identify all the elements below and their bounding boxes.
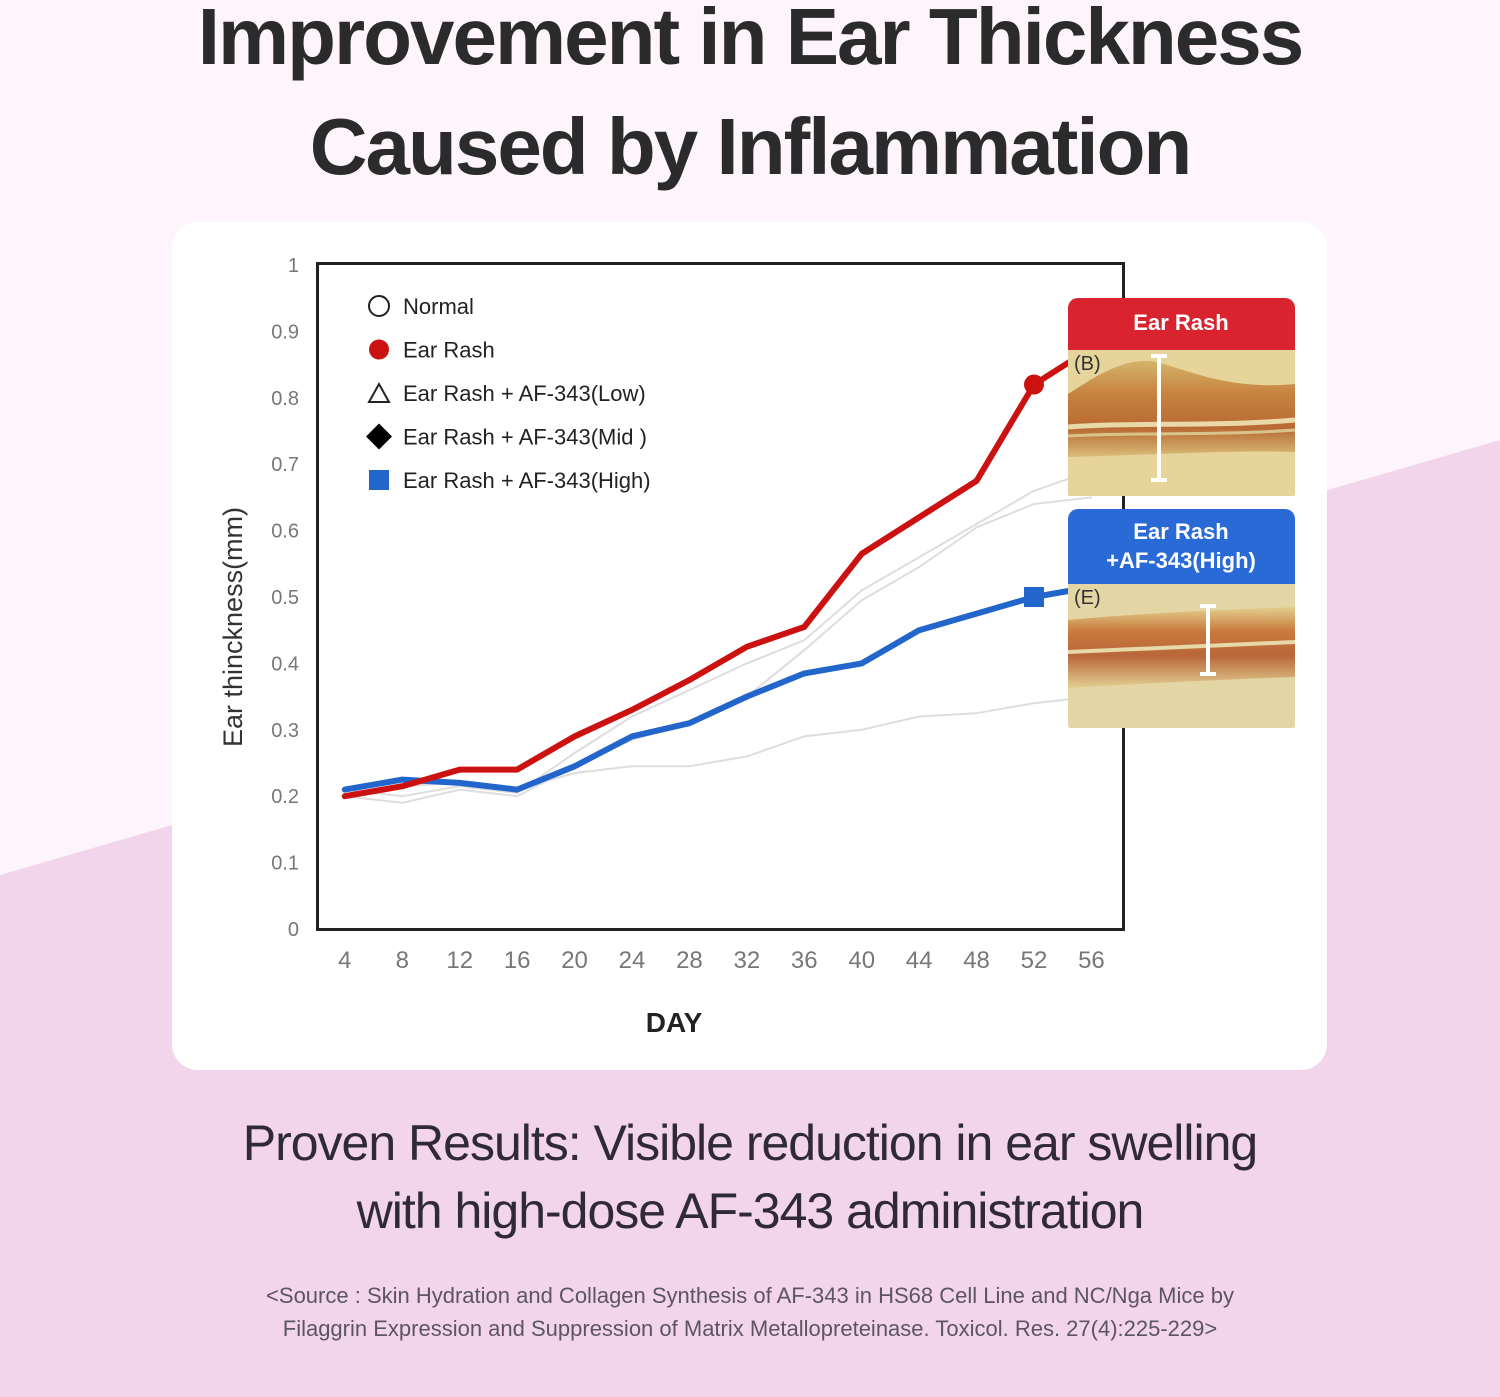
- legend-item: Ear Rash: [369, 338, 495, 363]
- x-tick-label: 52: [1021, 947, 1048, 974]
- y-tick-label: 1: [288, 255, 299, 277]
- legend-marker: [369, 339, 389, 360]
- x-tick-label: 56: [1078, 947, 1105, 974]
- legend-marker: [367, 381, 391, 403]
- series-line: [343, 496, 1093, 804]
- y-axis-ticks: 0 0.1 0.2 0.3 0.4 0.5 0.6 0.7 0.8 0.9 1: [271, 255, 299, 941]
- x-tick-label: 44: [906, 947, 933, 974]
- legend: Normal Ear Rash Ear Rash + AF-343(Low) Ear …: [366, 294, 651, 493]
- high-thickness-bracket: [1200, 604, 1216, 676]
- y-tick-label: 0.1: [271, 853, 299, 875]
- x-tick-label: 48: [963, 947, 990, 974]
- legend-marker: [369, 470, 389, 490]
- y-tick-label: 0.3: [271, 720, 299, 742]
- result-line-1: Proven Results: Visible reduction in ear…: [242, 1115, 1259, 1171]
- x-tick-label: 40: [848, 947, 875, 974]
- legend-label: Ear Rash + AF-343(High): [403, 468, 651, 493]
- y-tick-label: 0.9: [271, 321, 299, 343]
- legend-item: Ear Rash + AF-343(Low): [367, 381, 646, 406]
- high-dose-panel: Ear Rash +AF-343(High) (E): [1067, 509, 1296, 728]
- x-tick-label: 36: [791, 947, 818, 974]
- high-panel-tag: (E): [1074, 587, 1101, 609]
- x-tick-label: 12: [446, 947, 473, 974]
- ear-rash-thickness-bracket: [1151, 354, 1167, 482]
- legend-label: Ear Rash: [403, 338, 495, 363]
- source-line-2: Filaggrin Expression and Suppression of …: [282, 1316, 1218, 1341]
- y-tick-label: 0.6: [271, 521, 299, 543]
- series-lines: [341, 345, 1095, 804]
- series-line: [341, 584, 1095, 793]
- legend-item: Ear Rash + AF-343(Mid ): [366, 423, 647, 450]
- legend-marker: [366, 423, 392, 450]
- y-axis-label: Ear thinckness(mm): [218, 507, 248, 747]
- ear-rash-panel: Ear Rash (B): [1067, 298, 1296, 496]
- series-line: [341, 345, 1095, 800]
- legend-label: Normal: [403, 294, 474, 319]
- x-axis-label: DAY: [646, 1007, 703, 1038]
- ear-rash-point: [1023, 374, 1044, 395]
- x-axis-ticks: 4 8 12 16 20 24 28 32 36 40 44 48 52 56: [338, 947, 1105, 974]
- x-tick-label: 32: [733, 947, 760, 974]
- high-panel-header-line-2: +AF-343(High): [1106, 548, 1256, 573]
- y-tick-label: 0.7: [271, 454, 299, 476]
- page-title-line-1: Improvement in Ear Thickness: [197, 0, 1304, 81]
- source-line-1: <Source : Skin Hydration and Collagen Sy…: [266, 1283, 1234, 1308]
- x-tick-label: 28: [676, 947, 703, 974]
- legend-item: Normal: [368, 294, 474, 319]
- high-panel-header-line-1: Ear Rash: [1133, 519, 1228, 544]
- x-tick-label: 4: [338, 947, 351, 974]
- page-title-line-2: Caused by Inflammation: [309, 102, 1193, 191]
- y-tick-label: 0.4: [271, 653, 299, 675]
- legend-item: Ear Rash + AF-343(High): [369, 468, 651, 493]
- legend-label: Ear Rash + AF-343(Mid ): [403, 425, 647, 450]
- y-tick-label: 0.8: [271, 388, 299, 410]
- y-tick-label: 0: [288, 919, 299, 941]
- x-tick-label: 16: [504, 947, 531, 974]
- y-tick-label: 0.2: [271, 786, 299, 808]
- series-line: [343, 469, 1093, 798]
- ear-rash-panel-tag: (B): [1074, 353, 1101, 375]
- plot-frame: [316, 262, 1125, 931]
- y-tick-label: 0.5: [271, 587, 299, 609]
- legend-marker: [368, 295, 390, 317]
- chart-card: 0 0.1 0.2 0.3 0.4 0.5 0.6 0.7 0.8 0.9 1 4 8 12 16 20 24…: [172, 222, 1327, 1070]
- x-tick-label: 8: [396, 947, 409, 974]
- high-dose-point: [1023, 587, 1044, 607]
- x-tick-label: 20: [561, 947, 588, 974]
- ear-thickness-chart: 00.10.20.30.40.50.60.70.80.91 4 8 12 16 20 24…: [218, 255, 1296, 1038]
- legend-label: Ear Rash + AF-343(Low): [403, 381, 646, 406]
- ear-rash-panel-header: Ear Rash: [1133, 310, 1228, 335]
- result-line-2: with high-dose AF-343 administration: [356, 1183, 1145, 1239]
- x-tick-label: 24: [619, 947, 646, 974]
